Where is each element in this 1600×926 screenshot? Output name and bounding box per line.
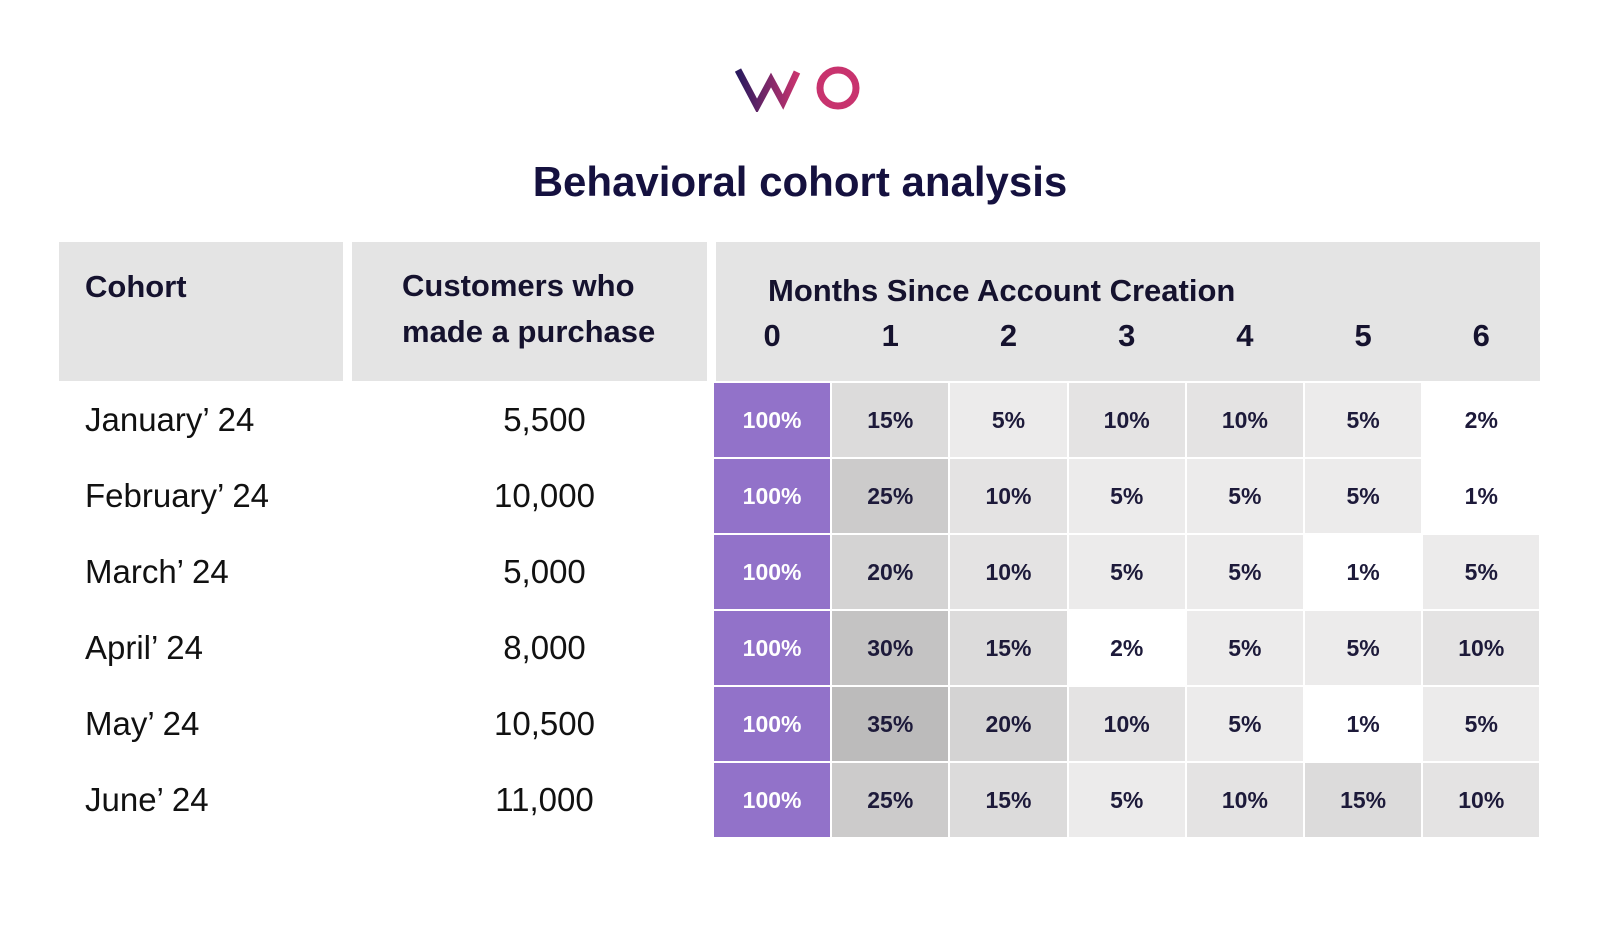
retention-cell: 100% xyxy=(713,762,832,838)
retention-cell: 5% xyxy=(1422,686,1541,762)
retention-cell: 1% xyxy=(1422,458,1541,534)
retention-cell: 100% xyxy=(713,458,832,534)
month-number: 2 xyxy=(999,318,1018,353)
title: Behavioral cohort analysis xyxy=(532,158,1068,205)
cohort-name: April’ 24 xyxy=(85,629,203,666)
cohort-name: May’ 24 xyxy=(85,705,200,742)
retention-cell: 20% xyxy=(949,686,1068,762)
customer-count: 5,500 xyxy=(503,401,586,438)
retention-cell: 15% xyxy=(1304,762,1423,838)
retention-cell: 5% xyxy=(1067,534,1186,610)
retention-cell: 5% xyxy=(1304,458,1423,534)
header-months: Months Since Account Creation xyxy=(716,242,1540,381)
customer-count: 11,000 xyxy=(495,781,594,818)
retention-cell: 10% xyxy=(1422,610,1541,686)
retention-cell: 5% xyxy=(1067,762,1186,838)
month-number: 6 xyxy=(1472,318,1490,353)
retention-cell: 5% xyxy=(1067,458,1186,534)
retention-cell: 25% xyxy=(831,762,950,838)
retention-cell: 100% xyxy=(713,610,832,686)
header-customers: Customers who made a purchase xyxy=(352,242,707,381)
retention-cell: 35% xyxy=(831,686,950,762)
retention-cell: 1% xyxy=(1304,686,1423,762)
retention-cell: 5% xyxy=(1422,534,1541,610)
retention-cell: 25% xyxy=(831,458,950,534)
retention-cell: 10% xyxy=(1185,762,1304,838)
retention-cell: 5% xyxy=(949,382,1068,458)
retention-cell: 5% xyxy=(1185,534,1304,610)
retention-cell: 15% xyxy=(949,610,1068,686)
retention-cell: 15% xyxy=(949,762,1068,838)
retention-cell: 10% xyxy=(1422,762,1541,838)
header-customers-text: Customers who made a purchase xyxy=(402,268,656,349)
customer-count: 10,500 xyxy=(494,705,595,742)
month-number: 1 xyxy=(881,318,899,353)
cohort-name: January’ 24 xyxy=(85,401,255,438)
retention-cell: 2% xyxy=(1422,382,1541,458)
retention-cell: 15% xyxy=(831,382,950,458)
retention-cell: 100% xyxy=(713,686,832,762)
cohort-name: June’ 24 xyxy=(85,781,209,818)
customer-count: 5,000 xyxy=(503,553,586,590)
month-number: 5 xyxy=(1354,318,1372,353)
cohort-name: March’ 24 xyxy=(85,553,229,590)
customer-count: 10,000 xyxy=(494,477,595,514)
retention-cell: 10% xyxy=(949,534,1068,610)
retention-cell: 5% xyxy=(1304,382,1423,458)
month-number: 4 xyxy=(1236,318,1254,353)
header-cohort: Cohort xyxy=(59,242,343,381)
retention-cell: 5% xyxy=(1185,686,1304,762)
retention-cell: 10% xyxy=(949,458,1068,534)
retention-cell: 1% xyxy=(1304,534,1423,610)
retention-cell: 10% xyxy=(1185,382,1304,458)
retention-cell: 100% xyxy=(713,382,832,458)
month-number: 3 xyxy=(1118,318,1136,353)
retention-cell: 30% xyxy=(831,610,950,686)
logo xyxy=(735,66,860,112)
retention-cell: 10% xyxy=(1067,382,1186,458)
header-months-text: Months Since Account Creation xyxy=(768,273,1236,308)
retention-cell: 10% xyxy=(1067,686,1186,762)
retention-cell: 100% xyxy=(713,534,832,610)
retention-cell: 5% xyxy=(1185,610,1304,686)
cohort-name: February’ 24 xyxy=(85,477,270,514)
customer-count: 8,000 xyxy=(503,629,586,666)
retention-cell: 5% xyxy=(1304,610,1423,686)
retention-cell: 5% xyxy=(1185,458,1304,534)
month-number: 0 xyxy=(763,318,781,353)
retention-cell: 20% xyxy=(831,534,950,610)
retention-cell: 2% xyxy=(1067,610,1186,686)
